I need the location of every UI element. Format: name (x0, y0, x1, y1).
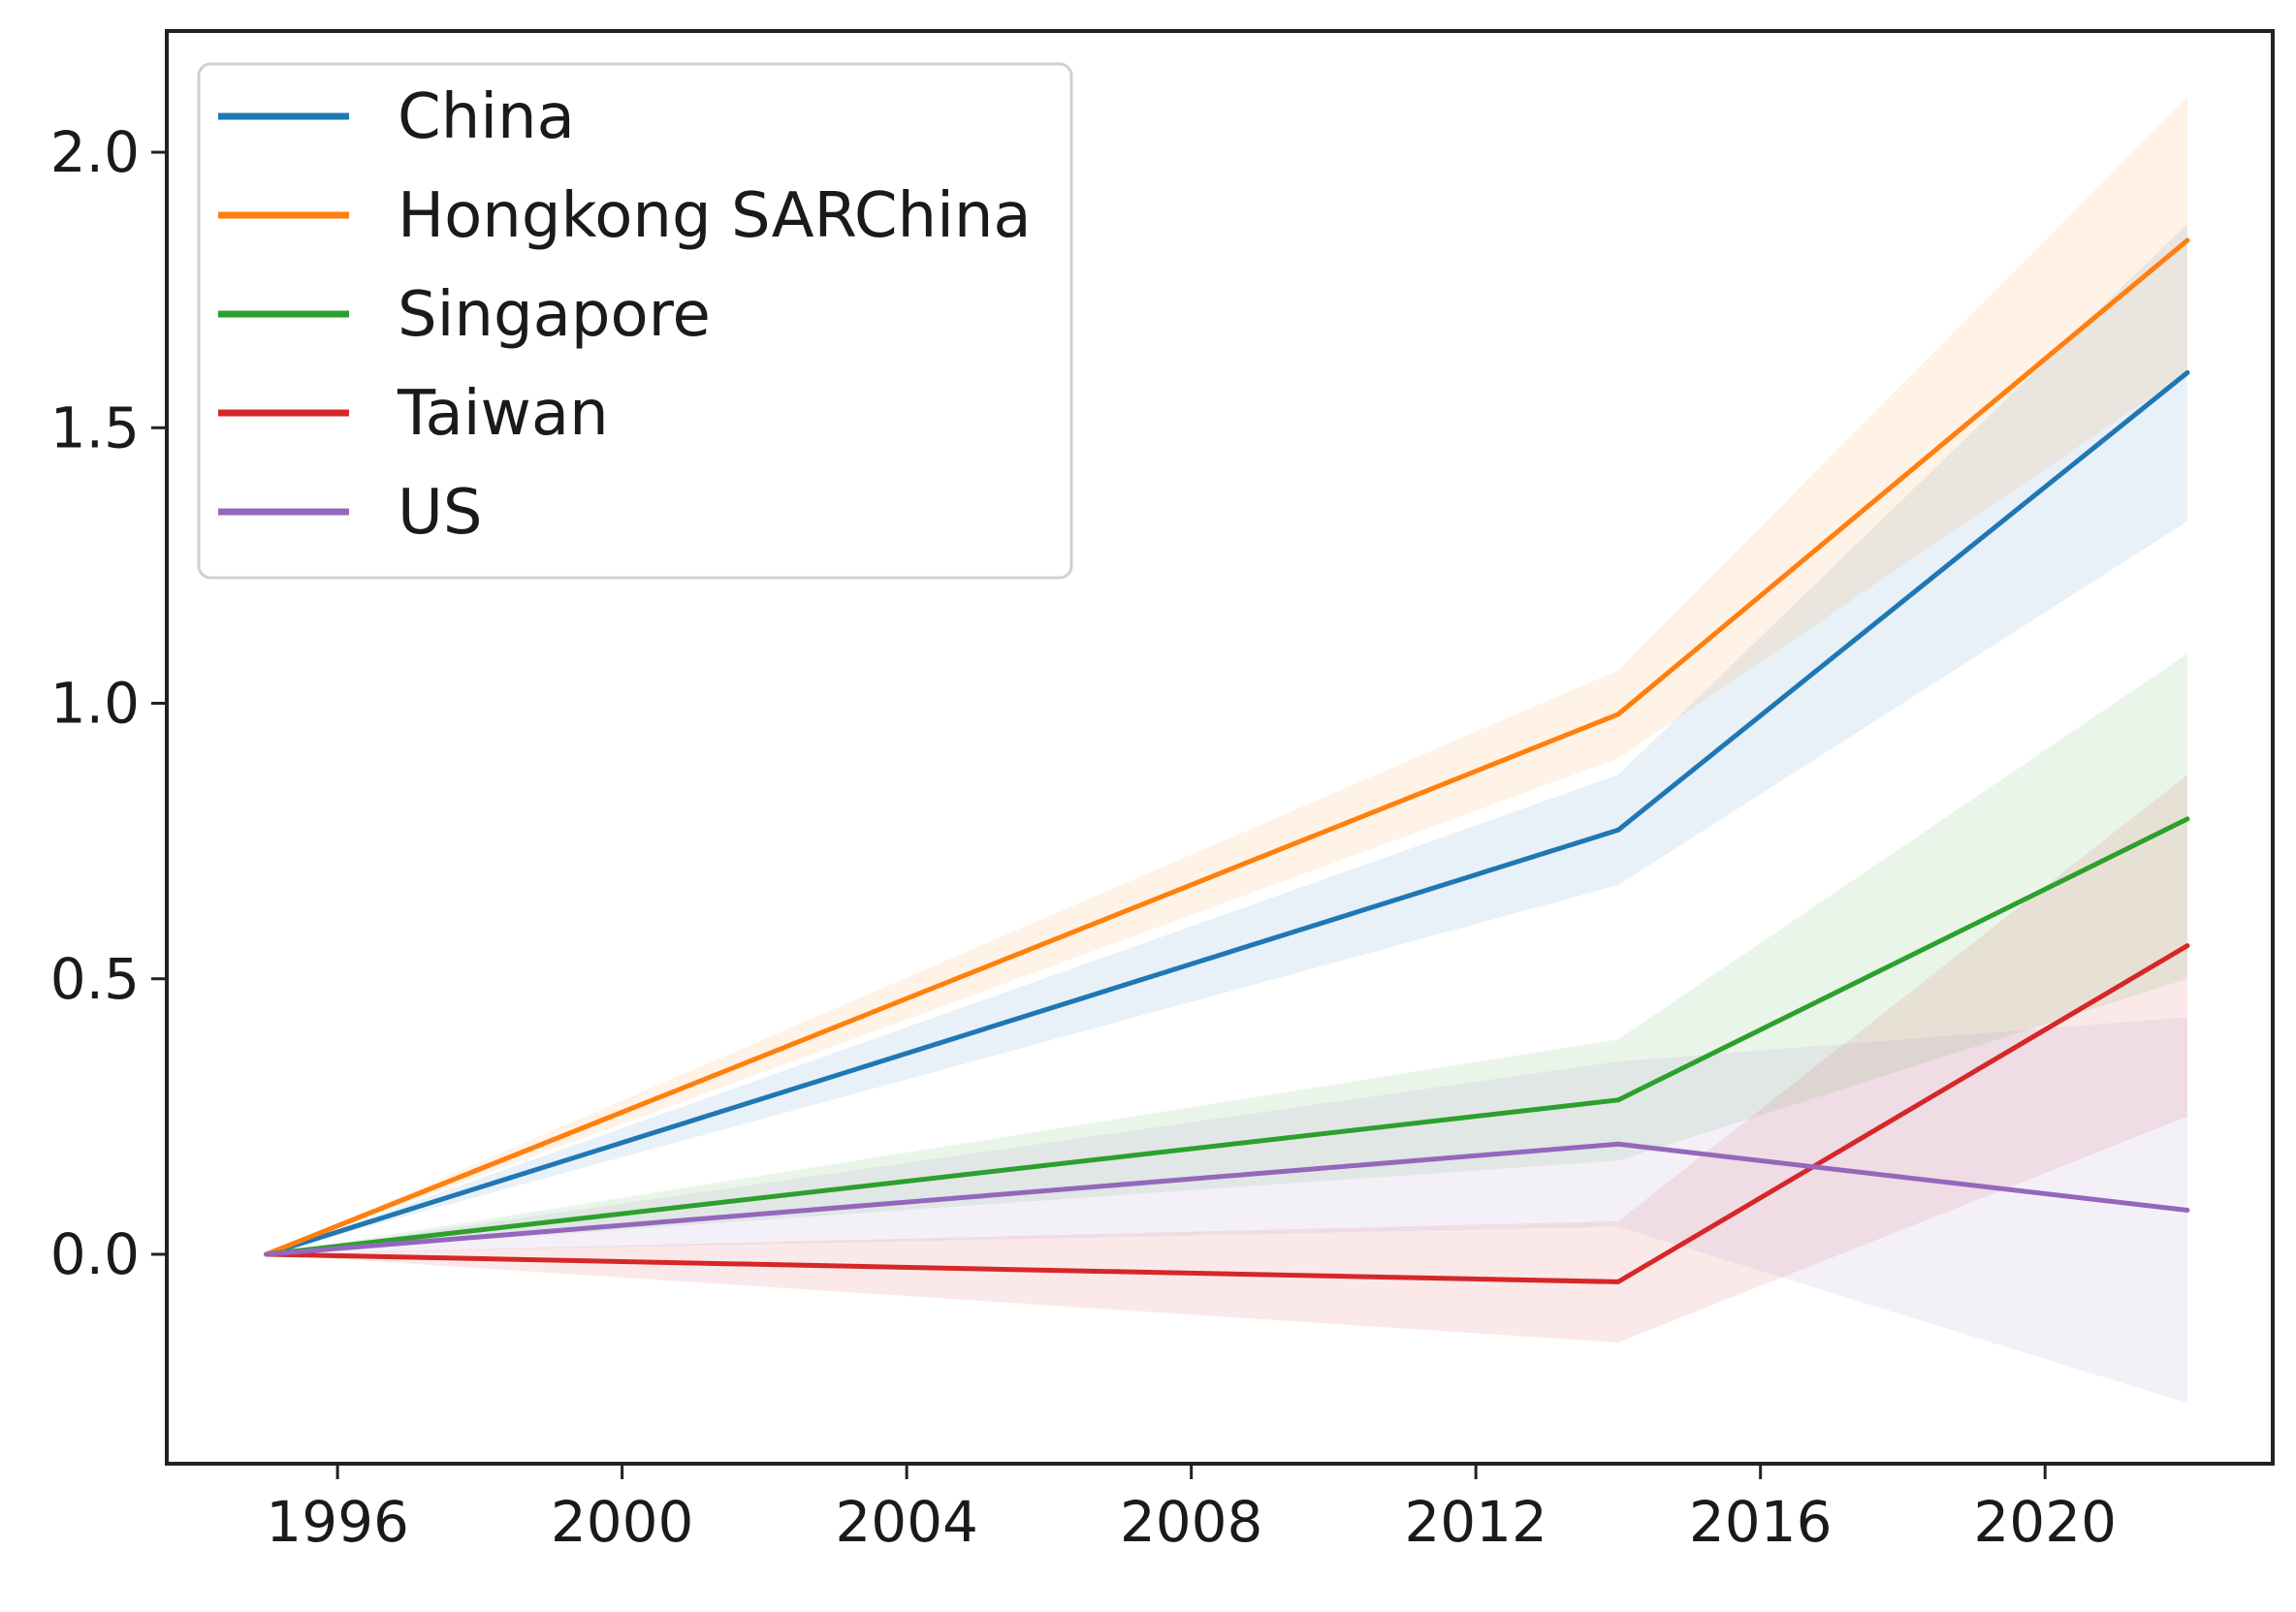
band-singapore (266, 653, 2187, 1254)
legend-label-taiwan: Taiwan (397, 378, 609, 450)
y-axis: 0.0 0.5 1.0 1.5 2.0 (50, 119, 167, 1287)
band-china (266, 223, 2187, 1254)
y-tick-label-0: 0.0 (50, 1221, 140, 1287)
point-singapore-2022 (2184, 816, 2190, 822)
point-hongkong-sarchina-2014 (1615, 711, 1621, 717)
series-lines (264, 237, 2190, 1284)
band-us (266, 1017, 2187, 1404)
x-tick-label-2016: 2016 (1689, 1489, 1833, 1555)
x-axis: 1996 2000 2004 2008 2012 2016 2020 (266, 1464, 2117, 1555)
plot-area-frame (165, 29, 2275, 1466)
point-us-2022 (2184, 1208, 2190, 1214)
legend-label-china: China (398, 81, 575, 153)
point-us-1995 (264, 1251, 270, 1257)
point-taiwan-2014 (1615, 1279, 1621, 1284)
band-taiwan (266, 774, 2187, 1343)
x-tick-label-2008: 2008 (1120, 1489, 1263, 1555)
x-tick-label-2004: 2004 (835, 1489, 978, 1555)
point-china-2022 (2184, 369, 2190, 375)
point-hongkong-sarchina-2022 (2184, 237, 2190, 243)
legend-label-singapore: Singapore (398, 279, 711, 351)
x-tick-label-2012: 2012 (1404, 1489, 1547, 1555)
x-tick-label-1996: 1996 (266, 1489, 409, 1555)
legend-box (197, 62, 1073, 580)
point-china-2014 (1615, 827, 1621, 833)
x-tick-label-2000: 2000 (551, 1489, 694, 1555)
legend-label-hongkong-sarchina: Hongkong SARChina (398, 180, 1032, 252)
legend-label-us: US (398, 477, 482, 549)
legend: China Hongkong SARChina Singapore Taiwan US (197, 62, 1073, 580)
y-tick-label-2: 2.0 (50, 119, 140, 185)
point-taiwan-2022 (2184, 943, 2190, 949)
confidence-bands (266, 97, 2187, 1404)
y-tick-label-1: 1.0 (50, 671, 140, 737)
y-tick-label-0-5: 0.5 (50, 946, 140, 1012)
y-tick-label-1-5: 1.5 (50, 395, 140, 460)
point-singapore-2014 (1615, 1097, 1621, 1103)
x-tick-label-2020: 2020 (1973, 1489, 2117, 1555)
point-us-2014 (1615, 1141, 1621, 1147)
